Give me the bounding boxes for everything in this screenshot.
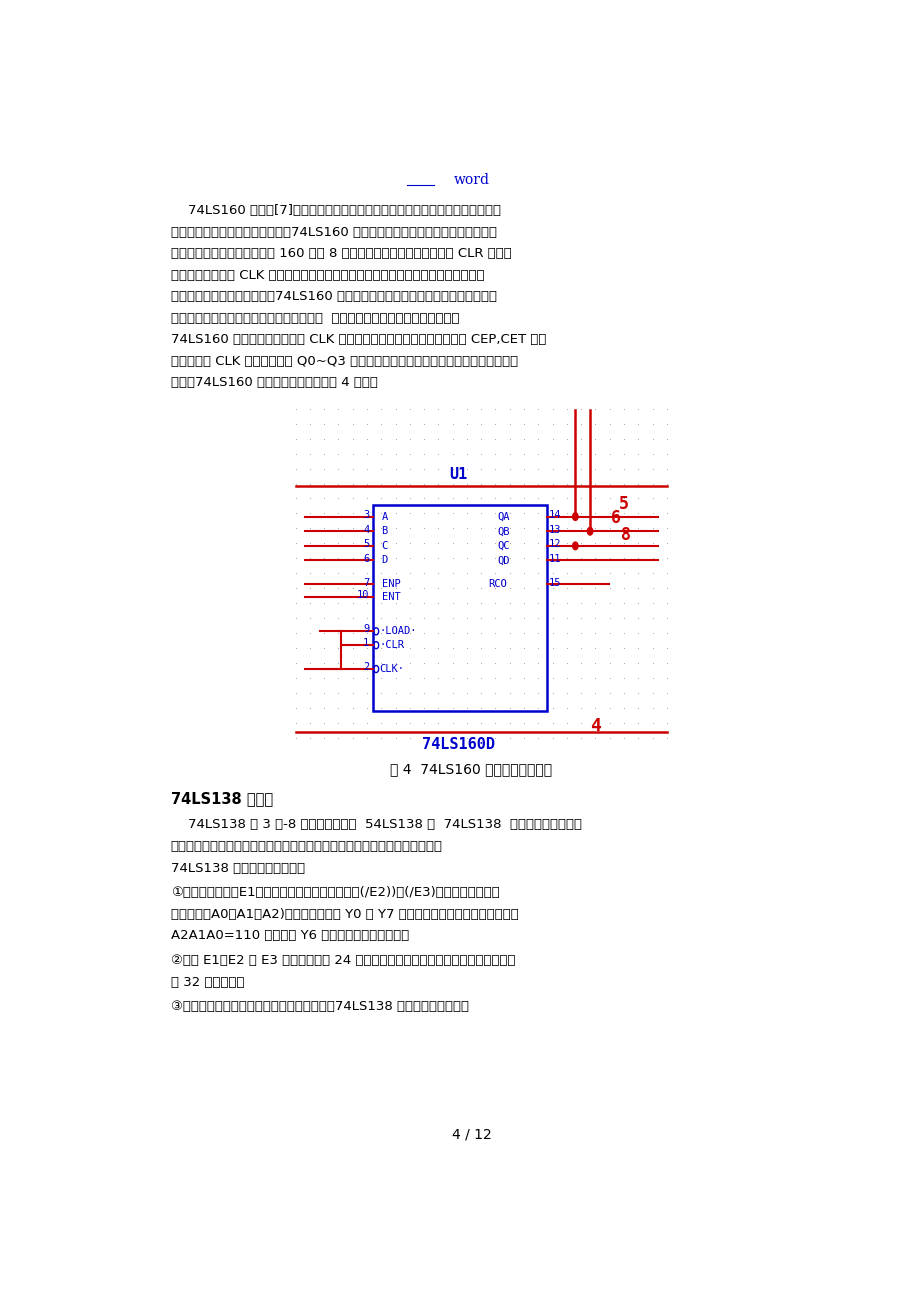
Text: 平时，不管时钟端 CLK 状态如何，即可完成清零功能，并且使得清零端为低电平的状: 平时，不管时钟端 CLK 状态如何，即可完成清零功能，并且使得清零端为低电平的状 bbox=[171, 268, 484, 281]
Text: 必须等下一个时钟信号到达，才能将其置零  ，故该状态包含在稳定的循环状态内: 必须等下一个时钟信号到达，才能将其置零 ，故该状态包含在稳定的循环状态内 bbox=[171, 311, 459, 324]
Text: 8: 8 bbox=[620, 526, 630, 544]
Text: 74LS138 为 3 线-8 线译码器。共有  54LS138 和  74LS138  两种线路结构型式。: 74LS138 为 3 线-8 线译码器。共有 54LS138 和 74LS13… bbox=[171, 819, 581, 832]
Text: 14: 14 bbox=[549, 510, 561, 519]
Text: ENP: ENP bbox=[381, 579, 400, 590]
Text: A2A1A0=110 时，如此 Y6 输出端输出低电平信号。: A2A1A0=110 时，如此 Y6 输出端输出低电平信号。 bbox=[171, 930, 409, 943]
Text: 将地址端（A0、A1、A2)的二进制编码在 Y0 至 Y7 对应的输出端以低电平译出。比如: 将地址端（A0、A1、A2)的二进制编码在 Y0 至 Y7 对应的输出端以低电平… bbox=[171, 907, 518, 921]
Text: ③假设将选通端中的一个作为数据输入端时，74LS138 还可作数据分配器。: ③假设将选通端中的一个作为数据输入端时，74LS138 还可作数据分配器。 bbox=[171, 1000, 469, 1013]
Text: ①当一个选通端（E1）为高电平，另两个选通端（(/E2))和(/E3)）为低电平时，可: ①当一个选通端（E1）为高电平，另两个选通端（(/E2))和(/E3)）为低电平… bbox=[171, 887, 499, 900]
Text: 12: 12 bbox=[549, 539, 561, 549]
Text: 11: 11 bbox=[549, 553, 561, 564]
Text: 74LS138 译码器: 74LS138 译码器 bbox=[171, 790, 273, 806]
Text: 图 4  74LS160 同步计数器引脚图: 图 4 74LS160 同步计数器引脚图 bbox=[390, 762, 552, 776]
Text: 74LS138 译码器的工作原理：: 74LS138 译码器的工作原理： bbox=[171, 862, 304, 875]
Text: 5: 5 bbox=[363, 539, 369, 549]
Text: RCO: RCO bbox=[488, 579, 506, 590]
Text: 5: 5 bbox=[618, 495, 629, 513]
Text: 74LS160D: 74LS160D bbox=[422, 737, 494, 753]
Text: B: B bbox=[381, 526, 388, 536]
Text: 4: 4 bbox=[363, 525, 369, 535]
Text: 1: 1 bbox=[363, 638, 369, 648]
Text: QB: QB bbox=[497, 526, 510, 536]
Text: 10: 10 bbox=[357, 590, 369, 600]
Circle shape bbox=[586, 527, 592, 535]
Text: 本次试验利用了同步置数法将 160 接成 8 进制以实现控制循环。当清零端 CLR 为低电: 本次试验利用了同步置数法将 160 接成 8 进制以实现控制循环。当清零端 CL… bbox=[171, 247, 511, 260]
Text: 电平时，在 CLK 上升沿作用下 Q0~Q3 同时变化，从而消除了异步计数器中出现的计数: 电平时，在 CLK 上升沿作用下 Q0~Q3 同时变化，从而消除了异步计数器中出… bbox=[171, 355, 517, 368]
Text: 4: 4 bbox=[589, 717, 600, 736]
Circle shape bbox=[572, 542, 577, 549]
Text: 态的时间极短，故较为稳定。74LS160 的预置是同步的。当置入控制器为低电平时，: 态的时间极短，故较为稳定。74LS160 的预置是同步的。当置入控制器为低电平时… bbox=[171, 290, 496, 303]
Text: QC: QC bbox=[497, 540, 510, 551]
Text: 6: 6 bbox=[611, 509, 620, 527]
Text: 4 / 12: 4 / 12 bbox=[451, 1128, 491, 1142]
Text: C: C bbox=[381, 540, 388, 551]
Text: QD: QD bbox=[497, 556, 510, 565]
Text: ·CLR: ·CLR bbox=[379, 641, 403, 650]
Text: 成 32 线译码器。: 成 32 线译码器。 bbox=[171, 975, 244, 988]
Text: 9: 9 bbox=[363, 624, 369, 634]
Text: word: word bbox=[453, 173, 489, 187]
Text: 拍脉冲和脉冲序列以与数字运算。74LS160 是同步置数，异步清零的十进制计数器。: 拍脉冲和脉冲序列以与数字运算。74LS160 是同步置数，异步清零的十进制计数器… bbox=[171, 225, 496, 238]
Text: A: A bbox=[381, 512, 388, 522]
Text: 15: 15 bbox=[549, 578, 561, 587]
Text: D: D bbox=[381, 556, 388, 565]
Text: 3: 3 bbox=[363, 510, 369, 519]
Text: 13: 13 bbox=[549, 525, 561, 535]
Text: CLK·: CLK· bbox=[379, 664, 403, 674]
Bar bbox=[373, 505, 547, 711]
Text: ·LOAD·: ·LOAD· bbox=[379, 626, 416, 637]
Text: QA: QA bbox=[497, 512, 510, 522]
Text: 74LS160 计数器[7]不仅用于对时钟脉冲计数，还可以用于分频，定时，产生节: 74LS160 计数器[7]不仅用于对时钟脉冲计数，还可以用于分频，定时，产生节 bbox=[171, 204, 500, 217]
Text: 尖峰。74LS160 接成的同步计数器如图 4 所示。: 尖峰。74LS160 接成的同步计数器如图 4 所示。 bbox=[171, 376, 378, 389]
Text: ENT: ENT bbox=[381, 591, 400, 602]
Text: 6: 6 bbox=[363, 553, 369, 564]
Text: ②利用 E1、E2 和 E3 可级联扩展成 24 线译码器；假设外接一个反相器还可级联扩展: ②利用 E1、E2 和 E3 可级联扩展成 24 线译码器；假设外接一个反相器还… bbox=[171, 954, 515, 967]
Text: U1: U1 bbox=[448, 466, 467, 482]
Text: 7: 7 bbox=[363, 578, 369, 587]
Circle shape bbox=[572, 513, 577, 521]
Text: 2: 2 bbox=[363, 661, 369, 672]
Text: 74LS160 的计数是同步的，靠 CLK 同时加在四个触发器上而实现的。当 CEP,CET 为高: 74LS160 的计数是同步的，靠 CLK 同时加在四个触发器上而实现的。当 C… bbox=[171, 333, 546, 346]
Text: 译码器是将每个输入的二进制代码译成对应输出上下电平信号或另一个代码。: 译码器是将每个输入的二进制代码译成对应输出上下电平信号或另一个代码。 bbox=[171, 840, 442, 853]
